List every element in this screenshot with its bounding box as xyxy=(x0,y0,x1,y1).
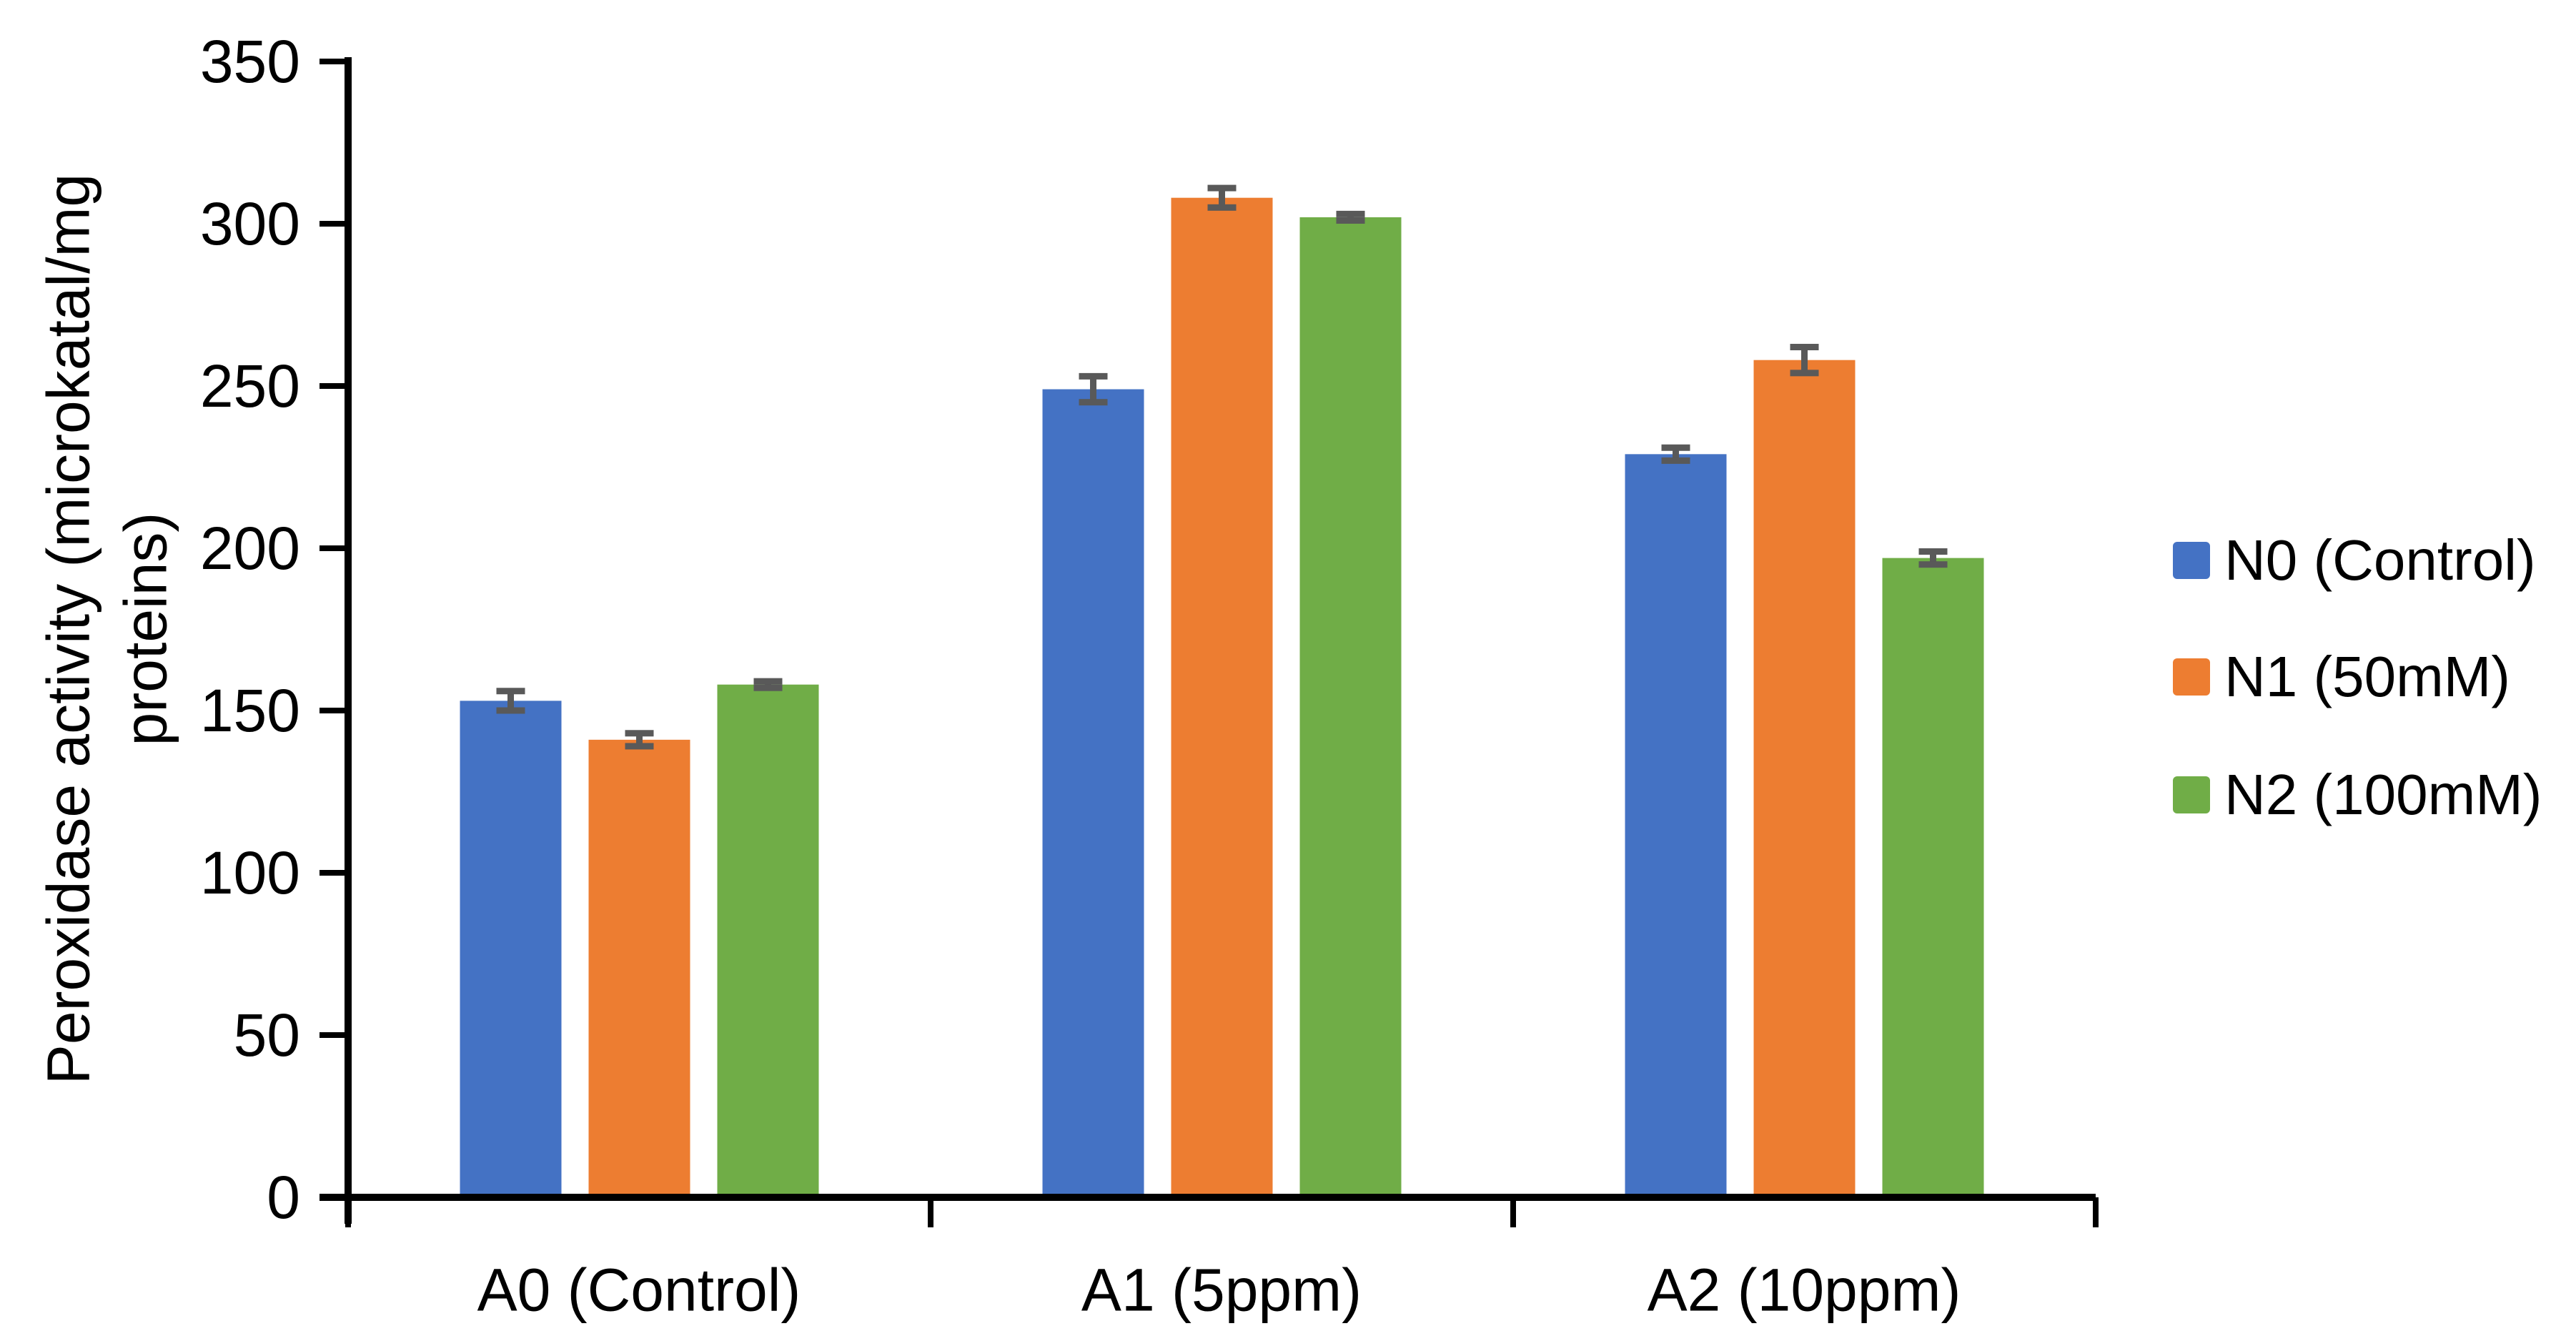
error-bar-cap-bottom-s2-c1 xyxy=(1336,217,1365,224)
error-bar-line-s2-c0 xyxy=(765,681,771,688)
error-bar-line-s1-c0 xyxy=(636,733,643,746)
legend-item-n1: N1 (50mM) xyxy=(2173,644,2510,710)
error-bar-line-s1-c2 xyxy=(1801,347,1808,373)
error-bar-cap-bottom-s1-c0 xyxy=(625,743,654,750)
y-tick-350 xyxy=(319,59,352,64)
error-bar-cap-top-s2-c0 xyxy=(753,678,783,685)
error-bar-cap-top-s2-c2 xyxy=(1918,548,1948,555)
error-bar-line-s2-c1 xyxy=(1347,214,1354,221)
y-tick-250 xyxy=(319,383,352,389)
error-bar-cap-top-s1-c2 xyxy=(1790,344,1819,351)
error-bar-cap-top-s1-c0 xyxy=(625,730,654,737)
bar-series2-cat2 xyxy=(1882,558,1984,1197)
legend-item-n0: N0 (Control) xyxy=(2173,528,2536,593)
error-bar-cap-top-s0-c2 xyxy=(1661,444,1690,451)
y-tick-label-250: 250 xyxy=(200,352,300,420)
x-tick-3 xyxy=(2093,1197,2099,1227)
error-bar-cap-bottom-s2-c0 xyxy=(753,684,783,691)
legend-item-n2: N2 (100mM) xyxy=(2173,762,2542,828)
y-tick-label-200: 200 xyxy=(200,515,300,582)
y-tick-label-350: 350 xyxy=(200,28,300,95)
error-bar-cap-bottom-s0-c1 xyxy=(1079,399,1108,406)
x-category-label-a0: A0 (Control) xyxy=(477,1256,801,1324)
y-tick-200 xyxy=(319,545,352,551)
x-tick-0 xyxy=(345,1197,351,1227)
error-bar-line-s0-c0 xyxy=(507,691,514,711)
y-tick-300 xyxy=(319,221,352,227)
y-tick-100 xyxy=(319,870,352,876)
error-bar-cap-bottom-s0-c0 xyxy=(496,707,525,714)
error-bar-cap-bottom-s1-c2 xyxy=(1790,370,1819,377)
legend-label-n2: N2 (100mM) xyxy=(2224,763,2542,826)
error-bar-line-s1-c1 xyxy=(1219,188,1225,208)
error-bar-cap-top-s0-c1 xyxy=(1079,372,1108,380)
bar-series0-cat0 xyxy=(460,701,562,1197)
bar-series2-cat0 xyxy=(717,684,819,1197)
error-bar-cap-top-s2-c1 xyxy=(1336,210,1365,217)
x-axis-line xyxy=(319,1194,2096,1201)
bar-series2-cat1 xyxy=(1299,217,1402,1197)
legend-swatch-n0 xyxy=(2173,542,2210,579)
bar-series0-cat1 xyxy=(1042,389,1144,1197)
bar-series1-cat1 xyxy=(1171,197,1273,1198)
legend-swatch-n1 xyxy=(2173,658,2210,696)
legend-label-n1: N1 (50mM) xyxy=(2224,645,2511,708)
y-axis-title: Peroxidase activity (microkatal/mg prote… xyxy=(34,173,179,1085)
legend-label-n0: N0 (Control) xyxy=(2224,528,2536,592)
y-tick-label-0: 0 xyxy=(267,1164,300,1231)
error-bar-line-s0-c2 xyxy=(1673,447,1679,461)
y-tick-label-150: 150 xyxy=(200,677,300,744)
y-tick-label-100: 100 xyxy=(200,839,300,906)
y-tick-50 xyxy=(319,1032,352,1038)
y-tick-label-300: 300 xyxy=(200,190,300,257)
x-category-label-a1: A1 (5ppm) xyxy=(1081,1256,1362,1324)
bar-series1-cat0 xyxy=(588,739,690,1197)
y-axis-line xyxy=(345,57,352,1224)
error-bar-cap-bottom-s0-c2 xyxy=(1661,457,1690,464)
x-tick-2 xyxy=(1510,1197,1516,1227)
error-bar-line-s0-c1 xyxy=(1090,376,1096,402)
error-bar-cap-bottom-s2-c2 xyxy=(1918,561,1948,568)
error-bar-cap-bottom-s1-c1 xyxy=(1207,204,1237,211)
x-category-label-a2: A2 (10ppm) xyxy=(1647,1256,1961,1324)
error-bar-cap-top-s1-c1 xyxy=(1207,184,1237,192)
error-bar-line-s2-c2 xyxy=(1930,551,1936,565)
y-tick-150 xyxy=(319,708,352,713)
x-tick-1 xyxy=(928,1197,933,1227)
error-bar-cap-top-s0-c0 xyxy=(496,688,525,695)
bar-series0-cat2 xyxy=(1625,454,1727,1197)
bar-series1-cat2 xyxy=(1753,360,1856,1198)
y-tick-label-50: 50 xyxy=(234,1001,300,1069)
legend-swatch-n2 xyxy=(2173,776,2210,813)
